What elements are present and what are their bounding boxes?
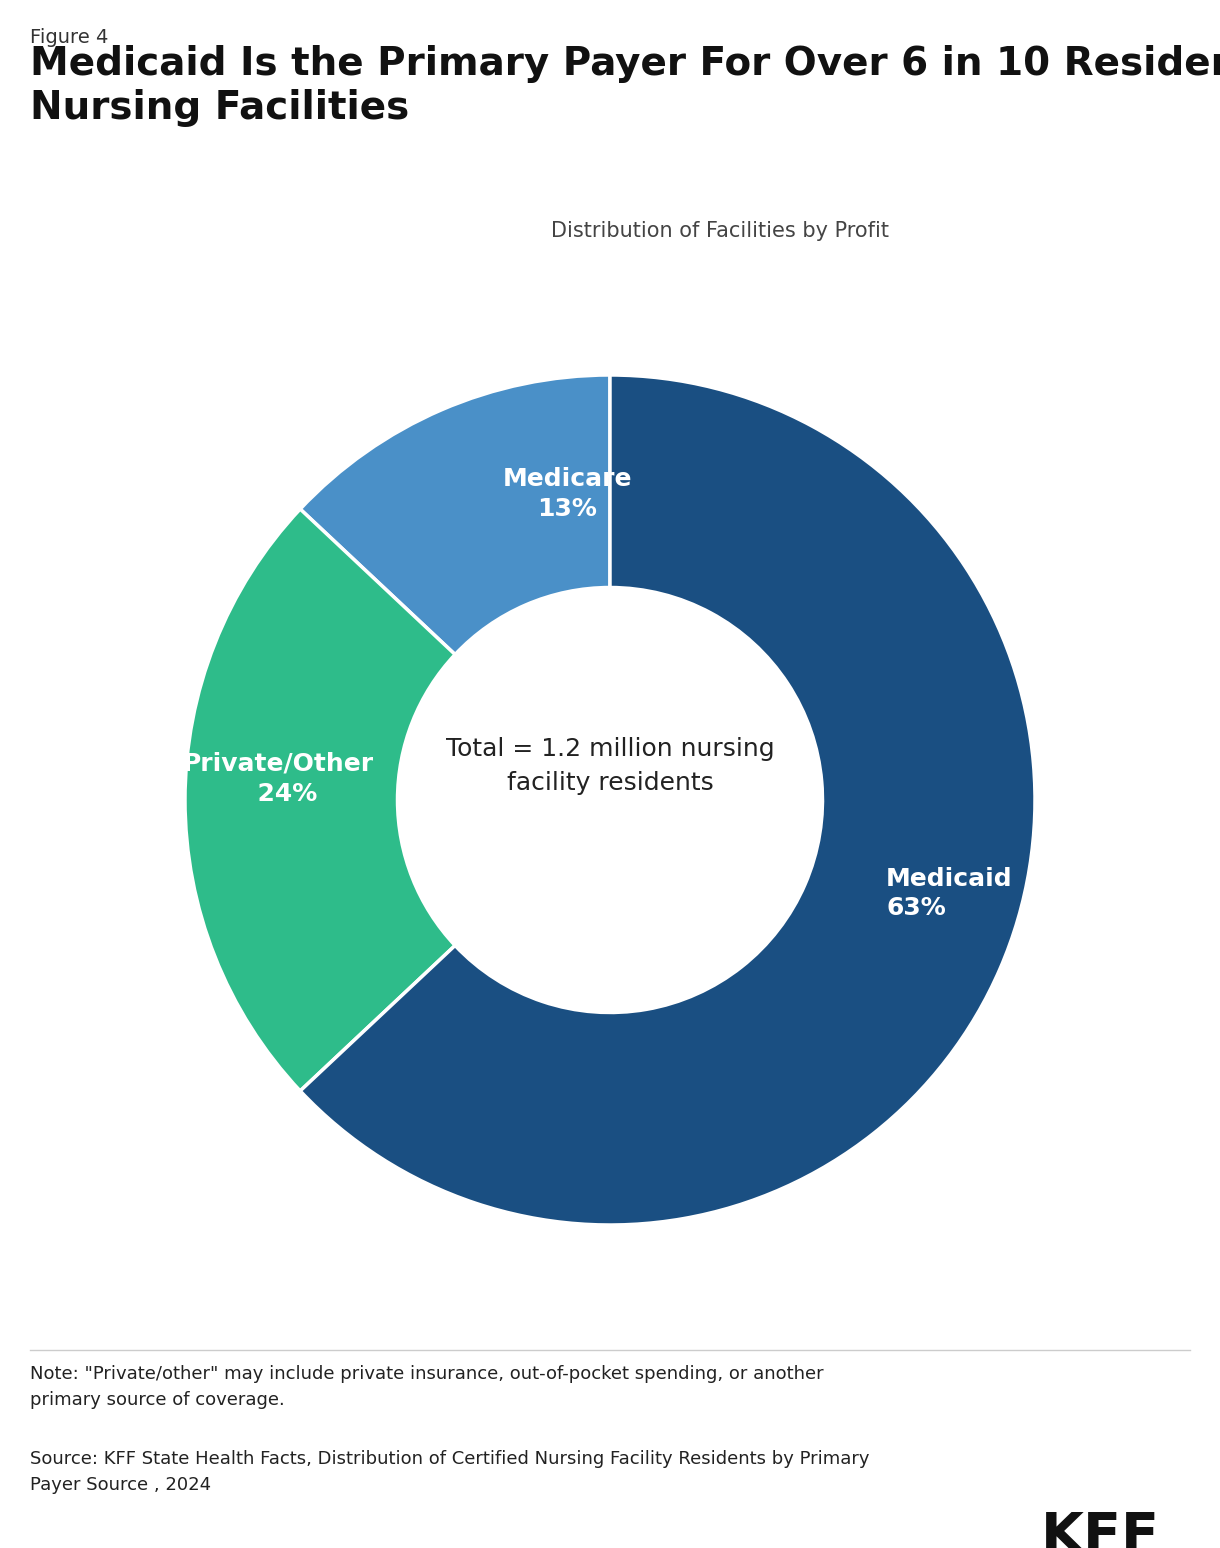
Wedge shape <box>185 509 455 1091</box>
Text: Medicare
13%: Medicare 13% <box>503 467 632 520</box>
Text: KFF: KFF <box>1041 1509 1160 1548</box>
Text: Source: KFF State Health Facts, Distribution of Certified Nursing Facility Resid: Source: KFF State Health Facts, Distribu… <box>30 1450 870 1494</box>
Text: Figure 4: Figure 4 <box>30 28 109 46</box>
Text: Total = 1.2 million nursing
facility residents: Total = 1.2 million nursing facility res… <box>445 737 775 794</box>
Text: Medicaid Is the Primary Payer For Over 6 in 10 Residents in
Nursing Facilities: Medicaid Is the Primary Payer For Over 6… <box>30 45 1220 127</box>
Text: Private/Other
  24%: Private/Other 24% <box>183 752 375 805</box>
Text: Medicaid
63%: Medicaid 63% <box>886 867 1013 921</box>
Wedge shape <box>300 375 610 655</box>
Wedge shape <box>300 375 1035 1224</box>
Text: Distribution of Residents by Primary Payer Status: Distribution of Residents by Primary Pay… <box>59 221 647 241</box>
Text: Note: "Private/other" may include private insurance, out-of-pocket spending, or : Note: "Private/other" may include privat… <box>30 1365 824 1409</box>
Text: Distribution of Facilities by Profit: Distribution of Facilities by Profit <box>551 221 889 241</box>
